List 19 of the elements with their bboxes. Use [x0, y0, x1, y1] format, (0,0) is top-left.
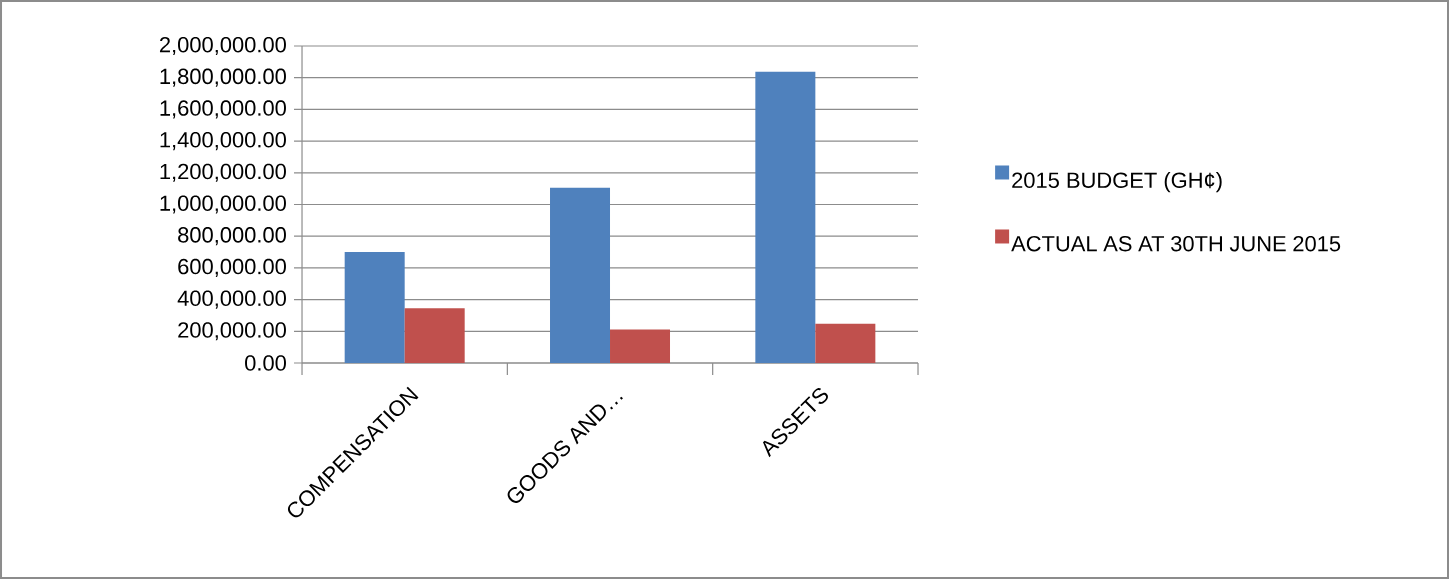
legend-label: 2015 BUDGET (GH¢) — [1012, 171, 1222, 193]
y-tick-label: 200,000.00 — [178, 322, 286, 341]
bar — [344, 252, 405, 363]
y-tick-label: 1,600,000.00 — [160, 100, 286, 119]
y-tick-label: 800,000.00 — [178, 227, 286, 246]
bar — [550, 187, 611, 363]
bar — [610, 329, 671, 363]
y-tick-label: 400,000.00 — [177, 290, 286, 309]
y-tick-label: 0.00 — [245, 355, 286, 371]
legend-label: ACTUAL AS AT 30TH JUNE 2015 — [1011, 235, 1341, 252]
y-tick-label: 1,200,000.00 — [160, 163, 286, 182]
bar — [755, 71, 816, 363]
y-tick-label: 600,000.00 — [178, 258, 286, 277]
y-tick-label: 1,800,000.00 — [160, 68, 286, 87]
bar — [404, 308, 465, 363]
y-tick-label: 1,000,000.00 — [160, 195, 286, 214]
y-tick-label: 2,000,000.00 — [159, 36, 286, 56]
bar — [815, 323, 876, 363]
y-tick-label: 1,400,000.00 — [160, 132, 286, 151]
